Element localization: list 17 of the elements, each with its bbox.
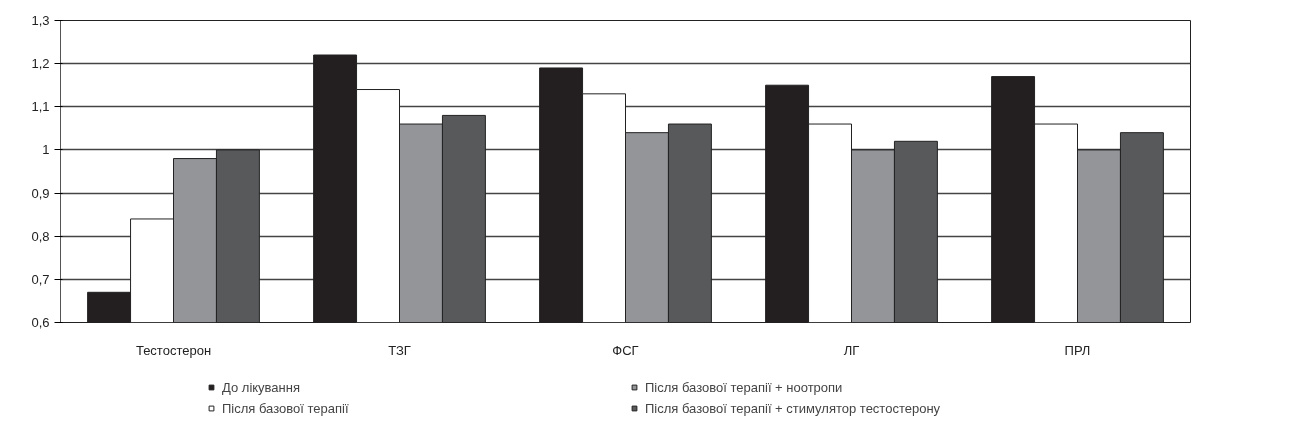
y-tick-label: 0,6: [31, 315, 50, 330]
legend-label: До лікування: [222, 379, 301, 395]
y-tick-label: 1,1: [31, 99, 50, 115]
legend-label: Після базової терапії + стимулятор тестостерону: [645, 400, 942, 416]
y-tick-label: 0,7: [31, 271, 50, 287]
y-tick-label: 1,3: [31, 13, 50, 28]
x-tick-label: ФСГ: [612, 342, 639, 358]
y-tick-label: 1,2: [31, 56, 50, 72]
x-tick-label: ТЗГ: [388, 342, 411, 358]
y-tick-label: 0,8: [31, 228, 50, 244]
y-tick-label: 1: [42, 142, 50, 158]
y-tick-label: 0,9: [31, 185, 50, 201]
legend-label: Після базової терапії: [222, 400, 350, 416]
legend-label: Після базової терапії + ноотропи: [645, 379, 844, 395]
x-tick-label: Тестостерон: [135, 342, 212, 358]
x-tick-label: ПРЛ: [1064, 342, 1091, 358]
x-tick-label: ЛГ: [843, 342, 860, 358]
